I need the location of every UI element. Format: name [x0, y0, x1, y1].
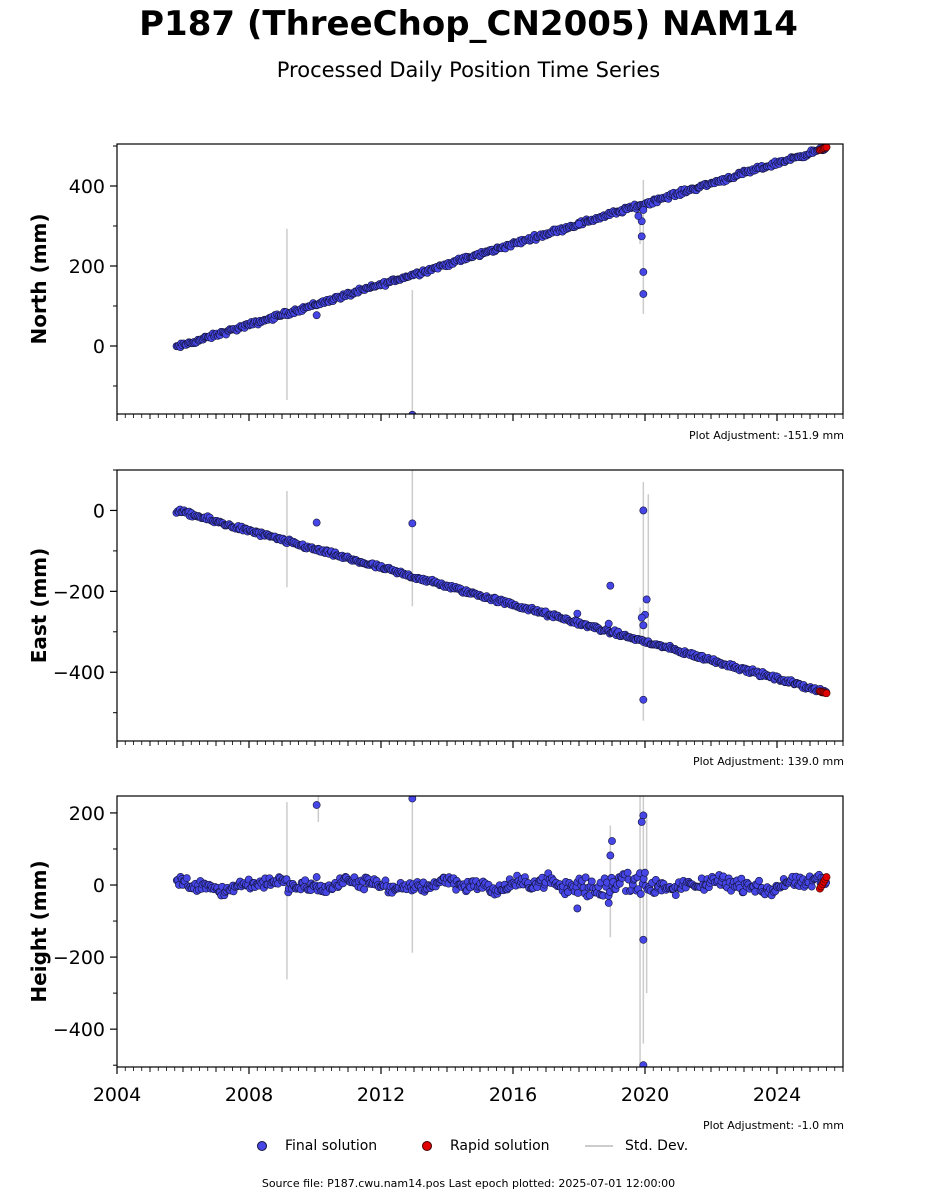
north-y-tick-label: 200: [69, 256, 105, 278]
legend-final: Final solution: [257, 1138, 377, 1154]
legend-rapid-label: Rapid solution: [450, 1138, 550, 1154]
height-x-tick-label: 2024: [753, 1084, 801, 1106]
east-rapid-point: [822, 689, 831, 698]
height-x-tick-label: 2016: [489, 1084, 537, 1106]
height-outlier-point: [408, 796, 417, 803]
height-final-point: [360, 885, 369, 894]
north-y-axis-label: North (mm): [27, 213, 51, 344]
height-outlier-point: [604, 899, 613, 907]
height-final-point: [581, 873, 590, 882]
height-final-point: [574, 889, 582, 897]
north-outlier-point: [408, 410, 417, 414]
height-outlier-point: [606, 851, 615, 860]
height-outlier-point: [639, 1061, 648, 1067]
legend-rapid: Rapid solution: [422, 1138, 550, 1154]
east-outlier-point: [639, 506, 648, 515]
height-outlier-point: [639, 811, 648, 820]
height-y-tick-label: −200: [53, 947, 105, 969]
east-outlier-point: [606, 581, 615, 590]
east-outlier-point: [408, 519, 417, 528]
east-axes-frame: [116, 469, 844, 742]
height-x-tick-label: 2008: [225, 1084, 273, 1106]
east-plot-adjustment: Plot Adjustment: 139.0 mm: [692, 755, 844, 768]
height-outlier-point: [312, 801, 321, 809]
north-outlier-point: [639, 268, 648, 276]
north-outlier-point: [575, 220, 583, 228]
height-outlier-point: [312, 873, 321, 881]
east-outlier-point: [312, 518, 321, 527]
height-x-tick-label: 2012: [357, 1084, 405, 1106]
height-x-tick-label: 2004: [93, 1084, 141, 1106]
height-plot-area: [172, 796, 831, 1067]
east-outlier-point: [637, 613, 646, 622]
figure-subtitle: Processed Daily Position Time Series: [276, 58, 661, 82]
north-axes-frame: [116, 143, 844, 415]
source-footer: Source file: P187.cwu.nam14.pos Last epo…: [261, 1177, 676, 1190]
east-panel: −400 −200 0 East (mm): [27, 469, 844, 748]
figure-title: P187 (ThreeChop_CN2005) NAM14: [139, 4, 798, 44]
east-outlier-point: [604, 619, 613, 628]
east-outlier-point: [639, 621, 648, 630]
height-final-point: [671, 891, 680, 900]
height-plot-adjustment: Plot Adjustment: -1.0 mm: [703, 1119, 844, 1132]
east-y-tick-label: 0: [93, 500, 105, 522]
final-solution-marker: [257, 1141, 267, 1151]
height-final-point: [301, 876, 310, 885]
east-outlier-point: [573, 609, 582, 618]
east-outlier-point: [642, 595, 651, 604]
north-plot-area: [172, 144, 831, 414]
north-outlier-point: [312, 311, 321, 320]
legend: Final solution Rapid solution Std. Dev.: [0, 1138, 937, 1158]
north-plot-adjustment: Plot Adjustment: -151.9 mm: [689, 429, 844, 442]
east-outlier-point: [639, 695, 648, 704]
legend-stddev-label: Std. Dev.: [625, 1138, 689, 1154]
legend-stddev: Std. Dev.: [585, 1138, 688, 1154]
height-final-point: [641, 868, 649, 877]
north-outlier-point: [639, 206, 648, 214]
height-x-tick-label: 2020: [621, 1084, 669, 1106]
height-y-axis-label: Height (mm): [27, 860, 51, 1002]
height-final-point: [636, 890, 645, 898]
height-final-point: [587, 877, 596, 886]
height-outlier-point: [573, 904, 582, 913]
height-panel: −400 −200 0 200 2004 2008 2012 2016 2020 2024 Heig…: [27, 795, 844, 1106]
height-outlier-point: [639, 935, 648, 944]
std-dev-marker: [585, 1145, 613, 1147]
east-y-tick-label: −200: [53, 581, 105, 603]
height-final-point: [623, 868, 632, 877]
north-rapid-point: [822, 144, 831, 152]
height-y-tick-label: −400: [53, 1019, 105, 1041]
north-y-tick-label: 400: [69, 176, 105, 198]
rapid-solution-marker: [422, 1141, 432, 1151]
north-panel: 0 200 400 North (mm): [27, 143, 844, 421]
height-y-tick-label: 200: [69, 803, 105, 825]
north-outlier-point: [637, 232, 646, 241]
height-axes-frame: [116, 795, 844, 1068]
height-rapid-point: [822, 873, 831, 881]
east-plot-area: [172, 470, 831, 721]
north-y-tick-label: 0: [93, 336, 105, 358]
height-outlier-point: [637, 818, 646, 826]
height-final-point: [182, 874, 191, 883]
east-y-tick-label: −400: [53, 662, 105, 684]
height-final-point: [755, 876, 763, 885]
height-outlier-point: [608, 837, 616, 845]
north-outlier-point: [639, 290, 648, 298]
height-y-tick-label: 0: [93, 875, 105, 897]
north-outlier-point: [634, 212, 643, 220]
legend-final-label: Final solution: [285, 1138, 378, 1154]
east-y-axis-label: East (mm): [27, 548, 51, 664]
